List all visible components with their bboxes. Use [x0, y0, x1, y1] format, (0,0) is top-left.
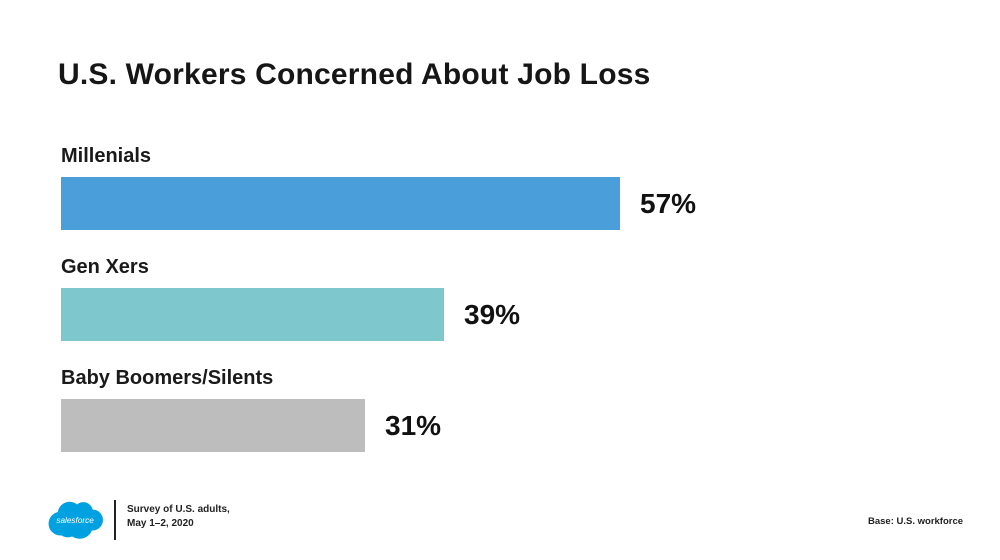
bar-category-label: Gen Xers [61, 256, 149, 278]
bar-row: Gen Xers 39% [61, 255, 941, 341]
bar-line: 39% [61, 288, 941, 341]
source-note: Survey of U.S. adults, May 1–2, 2020 [127, 503, 230, 530]
source-note-line2: May 1–2, 2020 [127, 517, 194, 529]
chart-title: U.S. Workers Concerned About Job Loss [58, 58, 651, 91]
bar-line: 57% [61, 177, 941, 230]
bar-value-label: 31% [385, 409, 442, 441]
bar-value-label: 57% [640, 187, 697, 219]
bar-line: 31% [61, 399, 941, 452]
bar-chart: Millenials 57% Gen Xers 39% Baby Boomers… [61, 144, 941, 477]
bar-value-label: 39% [464, 298, 521, 330]
base-note: Base: U.S. workforce [868, 516, 964, 527]
salesforce-logo-text: salesforce [56, 516, 94, 525]
footer: salesforce Survey of U.S. adults, May 1–… [0, 490, 1000, 560]
bar-row: Baby Boomers/Silents 31% [61, 366, 941, 452]
footer-divider [114, 500, 116, 540]
bar-row: Millenials 57% [61, 144, 941, 230]
bar [61, 399, 365, 452]
bar [61, 177, 620, 230]
salesforce-cloud-logo: salesforce [48, 501, 103, 539]
bar [61, 288, 444, 341]
bar-category-label: Millenials [61, 145, 152, 167]
bar-category-label: Baby Boomers/Silents [61, 367, 274, 389]
source-note-line1: Survey of U.S. adults, [127, 504, 230, 515]
